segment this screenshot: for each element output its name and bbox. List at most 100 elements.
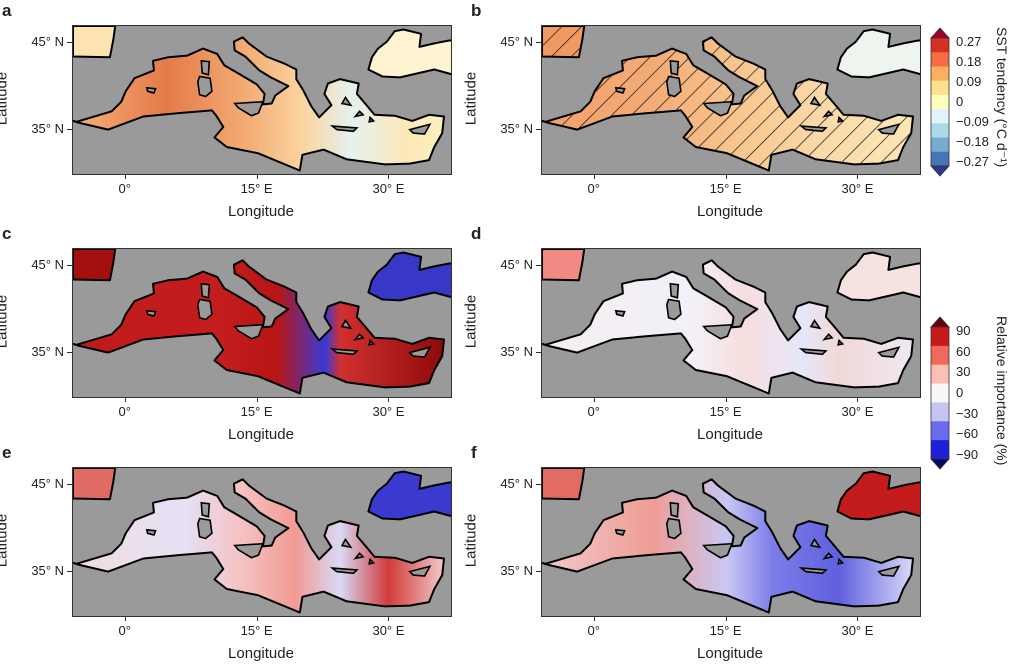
- island: [408, 565, 432, 577]
- latitude-tick-label: 35° N: [500, 121, 533, 137]
- island: [368, 115, 376, 123]
- latitude-tick-label: 35° N: [31, 563, 64, 579]
- longitude-tick-mark: [124, 397, 126, 402]
- island: [145, 86, 157, 94]
- latitude-tick-label: 35° N: [500, 563, 533, 579]
- longitude-tick-mark: [388, 174, 390, 179]
- latitude-tick-label: 35° N: [31, 344, 64, 360]
- panel-letter: b: [471, 1, 482, 20]
- island: [837, 557, 845, 565]
- longitude-tick-label: 0°: [587, 181, 600, 196]
- island: [408, 123, 432, 135]
- y-axis-title: Latitude: [462, 294, 480, 349]
- island: [340, 537, 353, 549]
- longitude-tick-mark: [388, 616, 390, 621]
- atlantic-region: [542, 468, 586, 501]
- map-panel-f: [541, 467, 921, 617]
- colorbar-segment: [931, 364, 949, 385]
- colorbar-tick-label: 30: [956, 364, 971, 380]
- island: [665, 75, 682, 98]
- longitude-tick-mark: [124, 616, 126, 621]
- colorbar-outline: [930, 326, 950, 460]
- island: [702, 100, 734, 117]
- longitude-tick-label: 30° E: [841, 181, 874, 196]
- panel-letter: c: [2, 224, 12, 243]
- latitude-tick-mark: [536, 484, 541, 486]
- colorbar-tick-label: 0: [956, 94, 964, 109]
- colorbar-tick-label: 0.18: [956, 54, 982, 69]
- longitude-tick-label: 15° E: [240, 404, 273, 419]
- y-axis-title: Latitude: [0, 513, 11, 568]
- x-axis-title: Longitude: [228, 645, 294, 662]
- island: [669, 59, 680, 76]
- colorbar-segment: [931, 38, 949, 53]
- colorbar-segment: [931, 383, 949, 403]
- latitude-tick-label: 45° N: [31, 34, 64, 50]
- longitude-tick-label: 15° E: [709, 181, 742, 196]
- y-axis-title: Latitude: [462, 71, 480, 126]
- colorbar-relative-importance: [930, 316, 950, 470]
- island: [196, 517, 213, 540]
- island: [340, 318, 353, 330]
- longitude-tick-label: 0°: [118, 623, 131, 638]
- island: [340, 95, 353, 107]
- atlantic-region: [73, 26, 117, 59]
- island: [665, 517, 682, 540]
- colorbar-extend-bottom: [930, 165, 950, 177]
- latitude-tick-label: 45° N: [31, 257, 64, 273]
- latitude-tick-mark: [536, 571, 541, 573]
- longitude-tick-mark: [725, 397, 727, 402]
- map-panel-e: [72, 467, 452, 617]
- latitude-tick-mark: [67, 42, 72, 44]
- colorbar-tick-label: 60: [956, 343, 971, 359]
- map-canvas: [542, 26, 920, 172]
- island: [233, 542, 265, 559]
- panel-letter: a: [2, 1, 12, 20]
- longitude-tick-mark: [256, 174, 258, 179]
- island: [368, 338, 376, 346]
- island: [353, 110, 365, 118]
- y-axis-title: Latitude: [462, 513, 480, 568]
- longitude-tick-mark: [593, 616, 595, 621]
- colorbar-segment: [931, 151, 949, 167]
- colorbar-tick-label: −0.18: [956, 134, 989, 149]
- island: [822, 333, 834, 341]
- colorbar-title: Relative importance (%): [994, 316, 1010, 466]
- black-sea-region: [367, 470, 451, 521]
- island: [837, 338, 845, 346]
- island: [702, 542, 734, 559]
- latitude-tick-label: 45° N: [500, 257, 533, 273]
- atlantic-region: [542, 249, 586, 282]
- latitude-tick-mark: [536, 352, 541, 354]
- colorbar-extend-top: [930, 27, 950, 39]
- island: [200, 501, 211, 518]
- island: [614, 86, 626, 94]
- longitude-tick-label: 15° E: [240, 181, 273, 196]
- x-axis-title: Longitude: [697, 203, 763, 220]
- longitude-tick-mark: [256, 616, 258, 621]
- longitude-tick-mark: [725, 174, 727, 179]
- longitude-tick-label: 30° E: [372, 404, 405, 419]
- y-axis-title: Latitude: [0, 71, 11, 126]
- island: [145, 528, 157, 536]
- island: [329, 348, 359, 356]
- island: [877, 565, 901, 577]
- map-canvas: [542, 468, 920, 614]
- latitude-tick-mark: [536, 42, 541, 44]
- island: [233, 323, 265, 340]
- longitude-tick-mark: [857, 397, 859, 402]
- map-canvas: [73, 26, 451, 172]
- longitude-tick-mark: [725, 616, 727, 621]
- longitude-tick-mark: [857, 174, 859, 179]
- latitude-tick-label: 45° N: [500, 476, 533, 492]
- colorbar-segment: [931, 109, 949, 124]
- colorbar-segment: [931, 52, 949, 67]
- panel-letter: d: [471, 224, 482, 243]
- colorbar-segment: [931, 94, 949, 110]
- colorbar-tick-label: 0.09: [956, 74, 982, 89]
- latitude-tick-mark: [67, 265, 72, 267]
- longitude-tick-label: 0°: [118, 404, 131, 419]
- island: [408, 346, 432, 358]
- colorbar-segment: [931, 421, 949, 441]
- island: [798, 348, 828, 356]
